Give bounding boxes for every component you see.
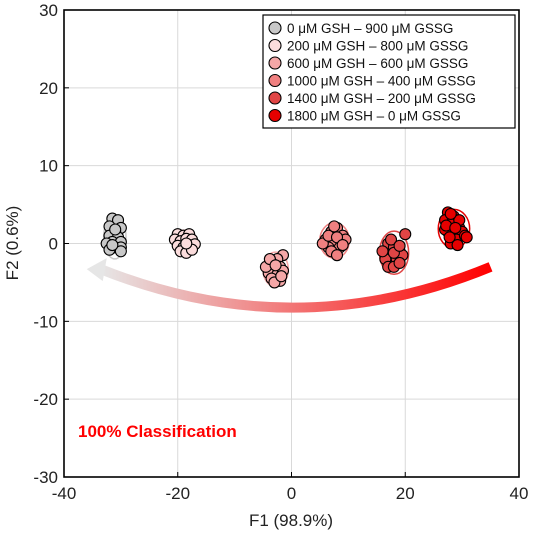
legend-label: 1400 μM GSH – 200 μM GSSG: [287, 91, 476, 106]
x-tick-label: 0: [287, 484, 296, 503]
x-tick-label: 20: [396, 484, 415, 503]
legend-marker: [268, 38, 282, 53]
data-point: [449, 221, 462, 234]
classification-annotation: 100% Classification: [78, 422, 237, 441]
legend-marker: [268, 21, 282, 35]
legend-label: 200 μM GSH – 800 μM GSSG: [287, 39, 468, 54]
y-tick-label: -10: [33, 312, 58, 331]
data-point: [444, 207, 457, 220]
axis-ticks: -40 -20 0 20 40 -30 -20 -10 0 10 20 30: [33, 1, 528, 503]
y-tick-label: -20: [33, 390, 58, 409]
y-tick-label: -30: [33, 468, 58, 487]
data-point: [336, 239, 349, 252]
legend-marker: [268, 56, 282, 70]
x-axis-title: F1 (98.9%): [249, 511, 333, 530]
data-point: [393, 239, 406, 252]
legend-box: [262, 14, 516, 129]
legend-label: 600 μM GSH – 600 μM GSSG: [287, 56, 468, 71]
data-point: [109, 223, 122, 236]
data-point: [106, 239, 119, 252]
legend-label: 0 μM GSH – 900 μM GSSG: [287, 21, 453, 36]
data-point: [399, 228, 412, 241]
data-points: [100, 206, 473, 289]
x-tick-label: -20: [165, 484, 190, 503]
x-tick-label: 40: [510, 484, 529, 503]
legend: 0 μM GSH – 900 μM GSSG 200 μM GSH – 800 μ…: [262, 14, 516, 129]
data-point: [451, 239, 464, 252]
data-point: [330, 249, 344, 262]
data-point: [180, 237, 193, 250]
data-point: [269, 259, 282, 272]
data-point: [114, 245, 127, 258]
legend-marker: [268, 108, 282, 123]
legend-label: 1800 μM GSH – 0 μM GSSG: [287, 109, 461, 124]
data-point: [384, 233, 398, 246]
data-point: [376, 245, 389, 258]
x-tick-label: -40: [52, 484, 77, 503]
trend-arrow-shaft: [98, 262, 493, 313]
data-point: [328, 220, 341, 233]
y-tick-label: 0: [49, 235, 58, 254]
y-tick-label: 20: [39, 79, 58, 98]
y-axis-title: F2 (0.6%): [3, 206, 22, 281]
legend-marker: [268, 91, 282, 105]
trend-arrow: [86, 258, 493, 313]
data-point: [443, 231, 456, 244]
trend-arrow-head: [86, 258, 107, 282]
y-tick-label: 30: [39, 1, 58, 20]
data-point: [393, 256, 406, 270]
legend-marker: [268, 73, 282, 88]
data-point: [460, 231, 473, 244]
legend-label: 1000 μM GSH – 400 μM GSSG: [287, 74, 476, 89]
y-tick-label: 10: [39, 157, 58, 176]
data-point: [275, 270, 288, 283]
